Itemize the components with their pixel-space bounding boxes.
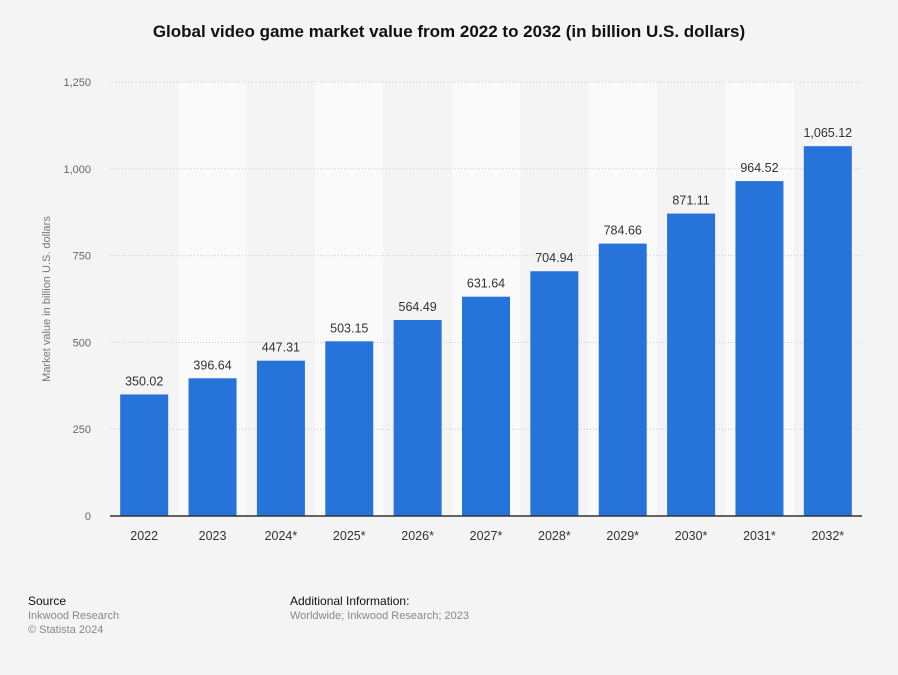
x-tick-label: 2026* [401,529,434,543]
x-tick-label: 2027* [470,529,503,543]
x-tick-label: 2028* [538,529,571,543]
bar [325,341,374,516]
data-label: 871.11 [672,194,709,208]
bar [120,394,169,516]
data-label: 396.64 [193,358,231,372]
y-axis-label: Market value in billion U.S. dollars [41,216,53,382]
additional-info-heading: Additional Information: [290,594,410,608]
bar [598,243,647,517]
y-tick-label: 750 [73,251,91,263]
data-label: 631.64 [467,277,505,291]
bar-chart: 0 250 500 750 1,000 1,250 Market value in bill… [41,77,862,543]
bar [188,378,237,516]
bar [803,146,852,516]
bar [393,320,442,516]
x-tick-label: 2031* [743,529,776,543]
x-tick-label: 2022 [130,529,158,543]
y-tick-label: 1,250 [63,77,91,89]
x-tick-label: 2024* [265,529,298,543]
data-label: 564.49 [399,300,437,314]
y-tick-label: 250 [73,424,91,436]
x-tick-label: 2030* [675,529,708,543]
chart-title: Global video game market value from 2022… [152,22,746,41]
y-tick-label: 500 [73,337,91,349]
bar [462,296,510,516]
additional-info-text: Worldwide; Inkwood Research; 2023 [290,610,469,622]
data-label: 704.94 [535,251,573,265]
x-tick-label: 2025* [333,529,366,543]
data-label: 964.52 [740,161,778,175]
data-label: 350.02 [125,374,163,388]
source-heading: Source [28,594,67,608]
copyright: © Statista 2024 [28,624,104,636]
x-tick-label: 2029* [606,529,639,543]
bar [667,213,716,517]
source-name: Inkwood Research [28,610,120,622]
bar [256,360,305,516]
data-label: 447.31 [262,341,300,355]
y-tick-label: 0 [85,511,91,523]
data-label: 1,065.12 [803,126,852,140]
data-label: 784.66 [604,224,642,238]
x-tick-label: 2023 [199,529,227,543]
bar [735,181,784,516]
y-tick-label: 1,000 [63,164,91,176]
x-tick-label: 2032* [811,529,844,543]
bar [530,271,579,516]
data-label: 503.15 [330,321,368,335]
